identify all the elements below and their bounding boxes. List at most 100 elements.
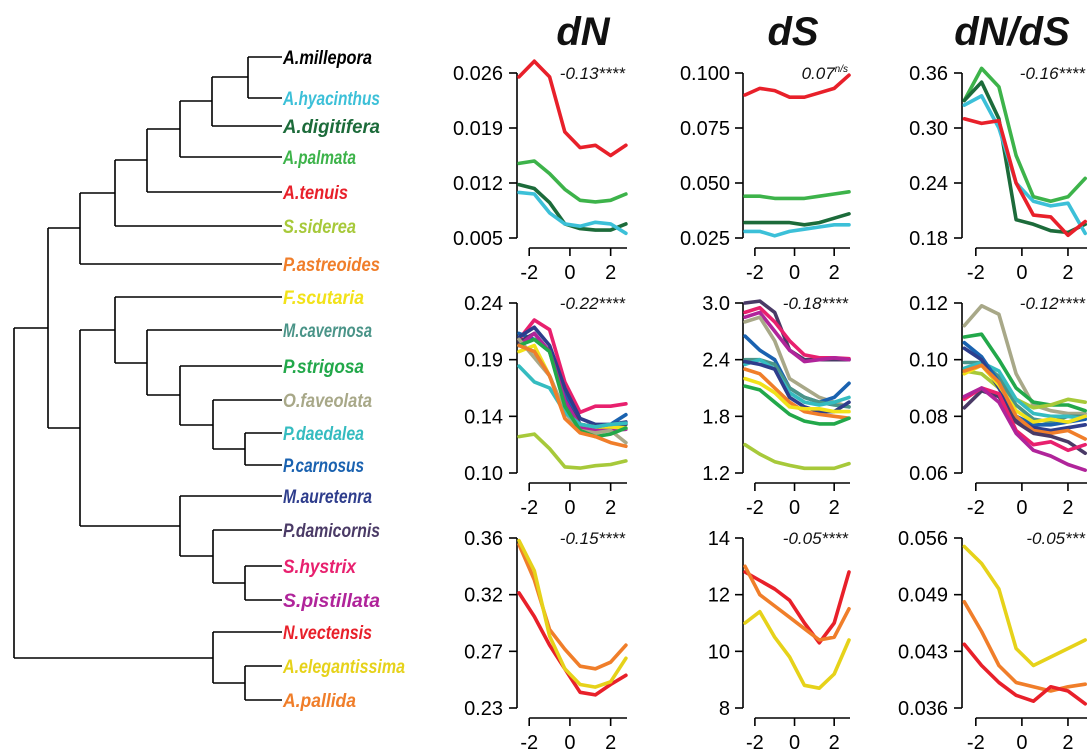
taxon-label: A.elegantissima [282, 657, 405, 678]
series-line [517, 337, 628, 439]
x-tick-label: 2 [605, 262, 616, 284]
y-tick-label: 1.8 [702, 406, 730, 428]
correlation-value: -0.15 [560, 529, 599, 548]
panel-0-2: 0.18 0.24 0.30 0.36 -2 0 2 -0.16**** [909, 63, 1087, 284]
x-tick-label: 0 [564, 497, 575, 519]
x-tick-label: -2 [520, 497, 538, 519]
x-tick-label: -2 [967, 497, 985, 519]
series-line [517, 190, 628, 236]
series-line [962, 80, 1087, 235]
column-title-ds: dS [767, 10, 818, 54]
x-tick-label: 2 [1062, 732, 1073, 750]
y-tick-label: 0.025 [680, 228, 730, 250]
series-line [517, 432, 628, 470]
y-tick-label: 8 [719, 698, 730, 720]
y-tick-label: 0.10 [909, 350, 948, 372]
significance-stars: n/s [835, 64, 848, 75]
series-line [743, 376, 851, 414]
series-line [743, 73, 851, 99]
panel-1-2: 0.06 0.08 0.10 0.12 -2 0 2 -0.12**** [909, 293, 1087, 519]
series-line [962, 117, 1087, 238]
x-tick-label: -2 [520, 732, 538, 750]
series-line [517, 343, 628, 449]
y-tick-label: 0.019 [453, 118, 503, 140]
correlation-annotation: -0.05*** [1026, 529, 1086, 548]
y-tick-label: 0.06 [909, 463, 948, 485]
series-line [743, 442, 851, 471]
y-tick-label: 0.24 [464, 293, 503, 315]
panel-1-1: 1.2 1.8 2.4 3.0 -2 0 2 -0.18**** [702, 293, 851, 519]
y-tick-label: 2.4 [702, 350, 730, 372]
series-line [962, 66, 1087, 204]
significance-stars: **** [1059, 64, 1087, 83]
y-tick-label: 1.2 [702, 463, 730, 485]
taxon-label: A.pallida [282, 691, 356, 712]
x-tick-label: 0 [789, 732, 800, 750]
y-tick-label: 0.12 [909, 293, 948, 315]
y-tick-label: 0.005 [453, 228, 503, 250]
y-tick-label: 0.36 [909, 63, 948, 85]
y-tick-label: 0.043 [898, 641, 948, 663]
panel-1-0: 0.10 0.14 0.19 0.24 -2 0 2 -0.22**** [464, 293, 628, 519]
y-tick-label: 0.27 [464, 641, 503, 663]
series-line [743, 384, 851, 426]
x-tick-label: 2 [829, 497, 840, 519]
y-tick-label: 0.075 [680, 118, 730, 140]
y-tick-label: 0.32 [464, 585, 503, 607]
series-line [743, 223, 851, 238]
correlation-annotation: -0.15**** [560, 529, 627, 548]
x-tick-label: 0 [1016, 497, 1027, 519]
x-tick-label: 0 [564, 262, 575, 284]
y-tick-label: 0.30 [909, 118, 948, 140]
significance-stars: **** [822, 529, 850, 548]
significance-stars: **** [599, 64, 627, 83]
y-tick-label: 0.050 [680, 173, 730, 195]
taxon-label: S.pistillata [283, 591, 380, 612]
panel-0-0: 0.005 0.012 0.019 0.026 -2 0 2 -0.13**** [453, 59, 628, 284]
x-tick-label: 0 [564, 732, 575, 750]
taxon-label: P.astreoides [283, 255, 380, 276]
y-tick-label: 0.23 [464, 698, 503, 720]
x-tick-label: -2 [967, 262, 985, 284]
x-tick-label: 2 [1062, 497, 1073, 519]
panel-2-1: 8 10 12 14 -2 0 2 -0.05**** [708, 528, 851, 750]
column-title-dn: dN [556, 10, 610, 54]
taxon-label: N.vectensis [283, 623, 372, 644]
series-line [962, 386, 1087, 473]
taxon-label: S.siderea [283, 217, 356, 238]
y-tick-label: 0.100 [680, 63, 730, 85]
panel-2-0: 0.23 0.27 0.32 0.36 -2 0 2 -0.15**** [464, 528, 628, 750]
series-line [517, 591, 628, 697]
taxon-label: A.digitifera [282, 117, 380, 138]
series-line [517, 159, 628, 204]
x-tick-label: 0 [1016, 732, 1027, 750]
taxon-label: S.hystrix [283, 557, 357, 578]
series-line [962, 369, 1087, 410]
x-tick-label: 2 [1062, 262, 1073, 284]
taxon-label: A.millepora [282, 48, 372, 69]
phylogenetic-tree [13, 56, 282, 701]
series-line [743, 190, 851, 201]
x-tick-label: -2 [746, 497, 764, 519]
taxon-label: P.carnosus [283, 456, 364, 477]
taxon-label: P.daedalea [283, 424, 364, 445]
x-tick-label: 2 [605, 497, 616, 519]
taxon-labels: A.millepora A.hyacinthus A.digitifera A.pal… [282, 48, 405, 712]
correlation-annotation: -0.12**** [1020, 294, 1087, 313]
y-tick-label: 0.36 [464, 528, 503, 550]
x-tick-label: 2 [829, 262, 840, 284]
significance-stars: **** [599, 529, 627, 548]
correlation-annotation: -0.05**** [783, 529, 850, 548]
series-line [517, 318, 628, 415]
correlation-annotation: -0.13**** [560, 64, 627, 83]
taxon-label: P.damicornis [283, 521, 380, 542]
y-tick-label: 0.10 [464, 463, 503, 485]
column-title-dnds: dN/dS [954, 10, 1070, 54]
series-line [962, 544, 1087, 668]
x-tick-label: -2 [967, 732, 985, 750]
correlation-value: -0.05 [783, 529, 822, 548]
taxon-label: M.auretenra [283, 487, 372, 508]
series-line [743, 212, 851, 227]
